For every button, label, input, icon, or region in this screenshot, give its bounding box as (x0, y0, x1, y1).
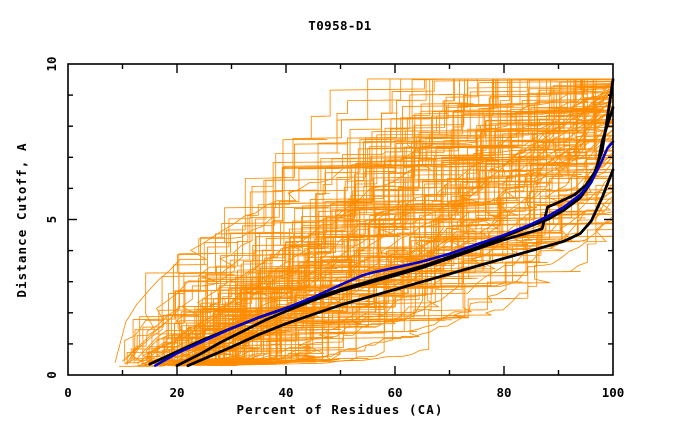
ensemble-curve (199, 156, 614, 363)
ensemble-curve (205, 110, 614, 364)
ensemble-curve (137, 78, 613, 366)
ensemble-curve (223, 87, 614, 361)
x-tick-label: 20 (169, 385, 184, 400)
ensemble-curve (132, 78, 613, 367)
x-tick-label: 80 (496, 385, 511, 400)
x-tick-label: 60 (387, 385, 402, 400)
ensemble-curve (226, 109, 614, 364)
ensemble-curve (178, 136, 614, 367)
ensemble-curve (227, 189, 614, 366)
ensemble-curve (173, 106, 614, 364)
ensemble-curve (144, 84, 614, 367)
ensemble-curves-orange (114, 78, 614, 367)
ensemble-curve (212, 216, 614, 360)
highlight-curve-blue-curve (153, 140, 615, 367)
ensemble-curve (128, 78, 614, 363)
ensemble-curve (234, 222, 614, 365)
ensemble-curve (201, 81, 614, 365)
highlight-curve-black-curve-2 (175, 106, 615, 368)
y-tick-labels: 0 5 10 (44, 56, 59, 378)
ensemble-curve (207, 198, 614, 364)
x-axis-label: Percent of Residues (CA) (236, 402, 443, 417)
ensemble-curve (195, 119, 614, 365)
ensemble-curve (199, 190, 614, 361)
ensemble-curve (212, 198, 614, 363)
x-tick-label: 40 (278, 385, 293, 400)
y-tick-label: 10 (44, 56, 59, 71)
ensemble-curve (231, 111, 614, 365)
ensemble-curve (125, 78, 613, 361)
ensemble-curve (209, 150, 614, 361)
y-axis-label: Distance Cutoff, A (14, 142, 29, 297)
highlight-curve-black-curve-3 (186, 168, 615, 368)
page-title: T0958-D1 (308, 18, 371, 33)
ensemble-curve (114, 78, 613, 363)
y-tick-label: 0 (44, 371, 59, 379)
y-tick-label: 5 (44, 216, 59, 224)
x-tick-label: 100 (602, 385, 625, 400)
ensemble-curve (178, 121, 614, 366)
ensemble-curve (192, 78, 613, 361)
x-tick-label: 0 (64, 385, 72, 400)
highlight-curves (148, 78, 615, 368)
x-tick-labels: 0 20 40 60 80 100 (64, 385, 624, 400)
ensemble-curve (206, 123, 614, 366)
ensemble-curve (195, 126, 614, 366)
ensemble-curve (219, 78, 613, 363)
ensemble-curve (175, 78, 613, 365)
ensemble-curve (208, 109, 614, 362)
ensemble-curve (172, 121, 614, 364)
ensemble-curve (230, 150, 614, 365)
axis-ticks (68, 64, 613, 375)
